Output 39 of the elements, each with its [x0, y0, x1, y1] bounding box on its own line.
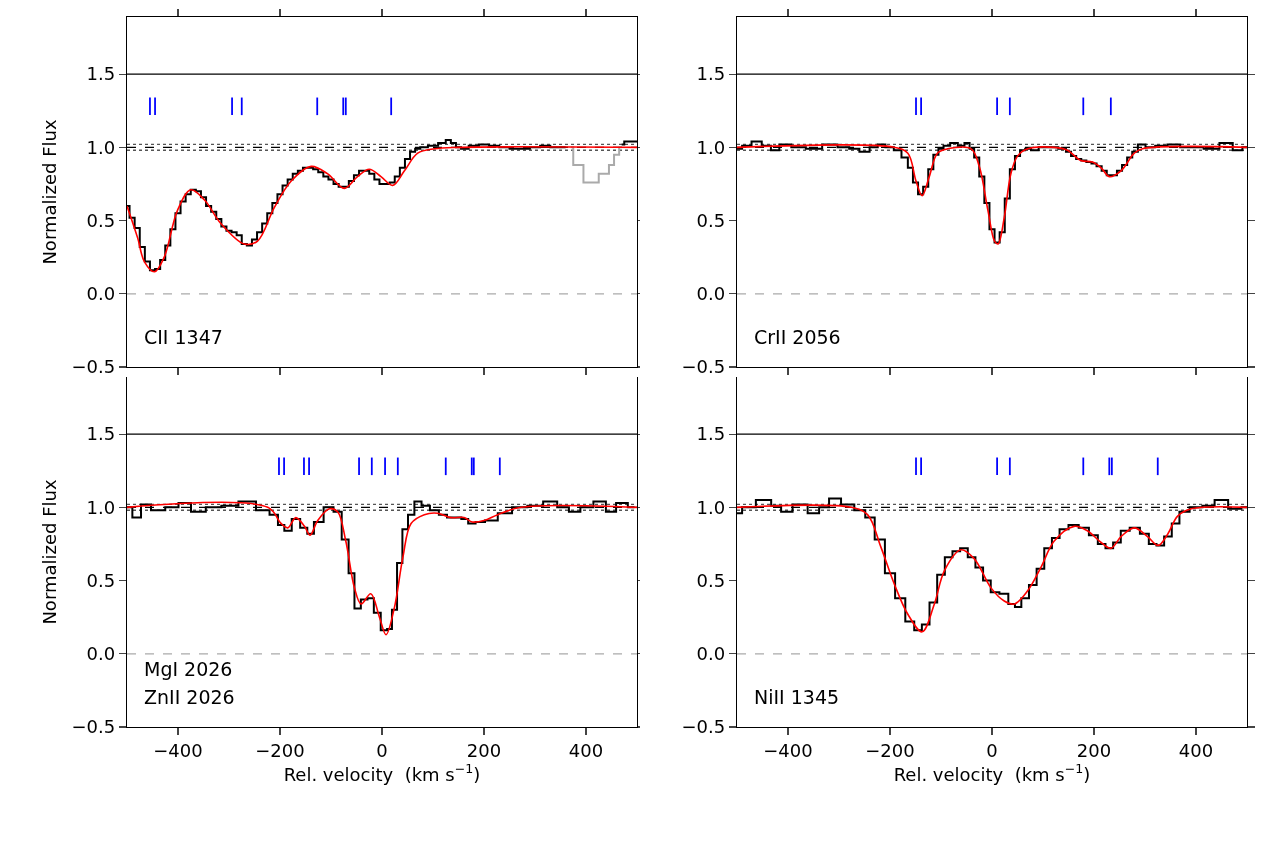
y-tick-label: 0.5 [86, 209, 116, 231]
y-tick-label: 0.5 [696, 209, 726, 231]
y-axis-title: Normalized Flux [38, 479, 60, 625]
y-tick-label: 1.0 [696, 136, 726, 158]
y-tick-label: 0.0 [696, 283, 726, 305]
y-tick-label: −0.5 [71, 356, 116, 378]
x-tick-label: 0 [986, 739, 998, 761]
x-tick-label: −400 [763, 739, 813, 761]
y-tick-label: 0.5 [696, 569, 726, 591]
x-tick-label: −200 [255, 739, 305, 761]
x-axis-title: Rel. velocity (km s$^{−1}$) [893, 761, 1091, 785]
annotation: MgI 2026 [144, 658, 233, 680]
y-tick-label: 1.0 [86, 136, 116, 158]
y-tick-label: 1.5 [86, 423, 116, 445]
y-tick-label: 0.5 [86, 569, 116, 591]
annotation: NiII 1345 [754, 686, 840, 708]
y-tick-label: 1.5 [86, 63, 116, 85]
y-tick-label: −0.5 [71, 716, 116, 738]
x-tick-label: −400 [153, 739, 203, 761]
y-tick-label: 0.0 [86, 283, 116, 305]
y-tick-label: 1.5 [696, 63, 726, 85]
x-tick-label: 400 [568, 739, 604, 761]
annotation: ZnII 2026 [144, 686, 235, 708]
x-tick-label: 400 [1178, 739, 1214, 761]
y-tick-label: −0.5 [681, 356, 726, 378]
x-tick-label: 0 [376, 739, 388, 761]
y-tick-label: 0.0 [86, 643, 116, 665]
y-tick-label: 0.0 [696, 643, 726, 665]
x-axis-title: Rel. velocity (km s$^{−1}$) [283, 761, 481, 785]
y-tick-label: 1.0 [696, 496, 726, 518]
y-tick-label: 1.5 [696, 423, 726, 445]
y-axis-title: Normalized Flux [38, 119, 60, 265]
x-tick-label: 200 [466, 739, 502, 761]
annotation: CrII 2056 [754, 326, 841, 348]
x-tick-label: −200 [865, 739, 915, 761]
y-tick-label: −0.5 [681, 716, 726, 738]
x-tick-label: 200 [1076, 739, 1112, 761]
annotation: CII 1347 [144, 326, 223, 348]
y-tick-label: 1.0 [86, 496, 116, 518]
